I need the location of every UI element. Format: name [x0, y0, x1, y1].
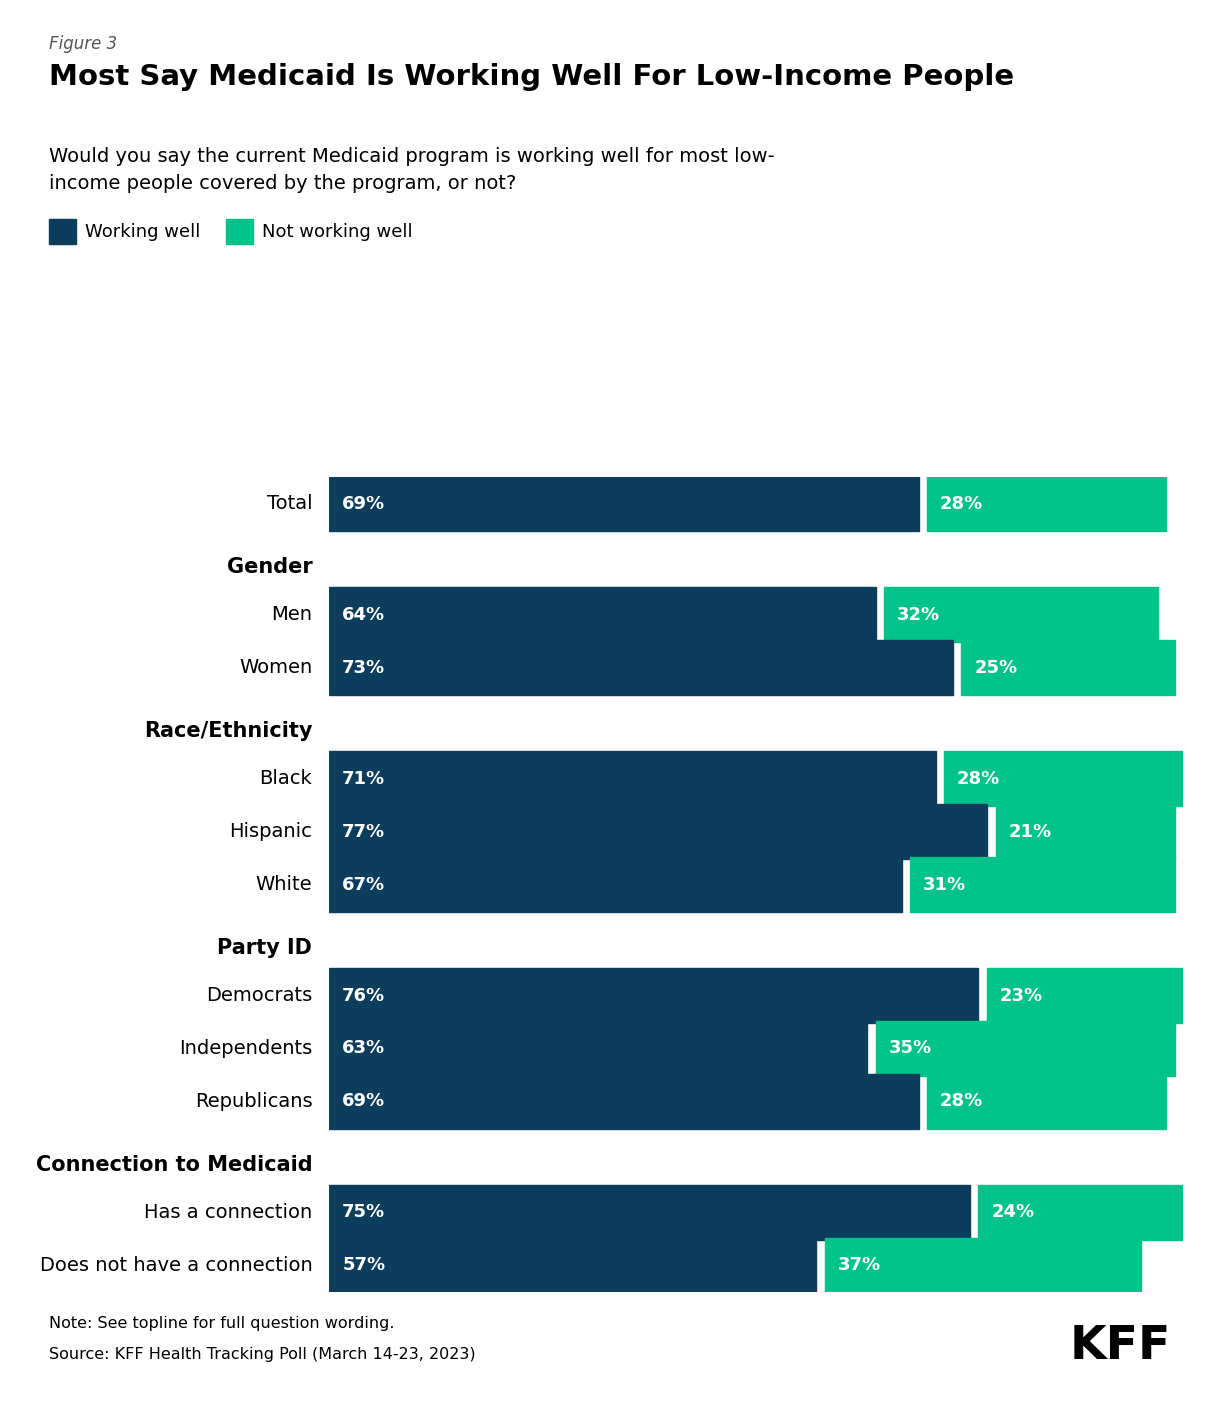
Text: Race/Ethnicity: Race/Ethnicity	[144, 722, 312, 741]
Bar	[329, 1074, 919, 1129]
Text: 69%: 69%	[342, 1092, 386, 1111]
Text: 77%: 77%	[342, 823, 386, 841]
Text: 23%: 23%	[999, 987, 1043, 1005]
Bar	[961, 640, 1175, 695]
Text: 71%: 71%	[342, 769, 386, 788]
Text: 24%: 24%	[991, 1203, 1035, 1221]
Text: Democrats: Democrats	[206, 986, 312, 1005]
Text: Not working well: Not working well	[262, 223, 412, 240]
Text: 37%: 37%	[837, 1257, 881, 1275]
Bar	[329, 640, 953, 695]
Text: 28%: 28%	[956, 769, 1000, 788]
Text: Total: Total	[267, 494, 312, 514]
Text: Party ID: Party ID	[217, 938, 312, 958]
Text: Republicans: Republicans	[195, 1092, 312, 1111]
Bar	[927, 476, 1166, 531]
Bar	[884, 587, 1158, 643]
Text: Men: Men	[271, 605, 312, 625]
Text: 67%: 67%	[342, 876, 386, 893]
Bar	[825, 1238, 1141, 1293]
Text: Source: KFF Health Tracking Poll (March 14-23, 2023): Source: KFF Health Tracking Poll (March …	[49, 1346, 476, 1362]
Text: 64%: 64%	[342, 607, 386, 623]
Text: 35%: 35%	[888, 1039, 932, 1057]
Text: Note: See topline for full question wording.: Note: See topline for full question word…	[49, 1316, 394, 1331]
Text: 57%: 57%	[342, 1257, 386, 1275]
Text: 25%: 25%	[974, 658, 1017, 677]
Text: 69%: 69%	[342, 494, 386, 512]
Bar	[329, 1238, 816, 1293]
Bar	[996, 804, 1175, 859]
Text: Has a connection: Has a connection	[144, 1203, 312, 1221]
Text: Would you say the current Medicaid program is working well for most low-
income : Would you say the current Medicaid progr…	[49, 147, 775, 192]
Text: Connection to Medicaid: Connection to Medicaid	[35, 1154, 312, 1175]
Text: KFF: KFF	[1070, 1324, 1171, 1369]
Text: 21%: 21%	[1008, 823, 1052, 841]
Bar	[987, 969, 1183, 1024]
Text: 76%: 76%	[342, 987, 386, 1005]
Bar	[329, 969, 978, 1024]
Text: Gender: Gender	[227, 557, 312, 577]
Bar	[329, 476, 919, 531]
Text: Does not have a connection: Does not have a connection	[39, 1255, 312, 1275]
Text: Black: Black	[260, 769, 312, 788]
Bar	[329, 751, 936, 806]
Text: 63%: 63%	[342, 1039, 386, 1057]
Bar	[329, 1185, 970, 1240]
Bar	[876, 1021, 1175, 1075]
Bar	[927, 1074, 1166, 1129]
Text: 75%: 75%	[342, 1203, 386, 1221]
Text: Hispanic: Hispanic	[229, 823, 312, 841]
Bar	[944, 751, 1183, 806]
Text: 31%: 31%	[922, 876, 966, 893]
Text: Most Say Medicaid Is Working Well For Low-Income People: Most Say Medicaid Is Working Well For Lo…	[49, 63, 1014, 91]
Text: 32%: 32%	[897, 607, 941, 623]
Text: 28%: 28%	[939, 494, 983, 512]
Bar	[910, 856, 1175, 913]
Text: Independents: Independents	[179, 1039, 312, 1059]
Text: 73%: 73%	[342, 658, 386, 677]
Bar	[329, 856, 902, 913]
Text: Figure 3: Figure 3	[49, 35, 117, 53]
Text: Working well: Working well	[85, 223, 201, 240]
Text: 28%: 28%	[939, 1092, 983, 1111]
Bar	[329, 1021, 867, 1075]
Text: White: White	[256, 875, 312, 894]
Bar	[329, 587, 876, 643]
Text: Women: Women	[239, 658, 312, 677]
Bar	[978, 1185, 1183, 1240]
Bar	[329, 804, 987, 859]
